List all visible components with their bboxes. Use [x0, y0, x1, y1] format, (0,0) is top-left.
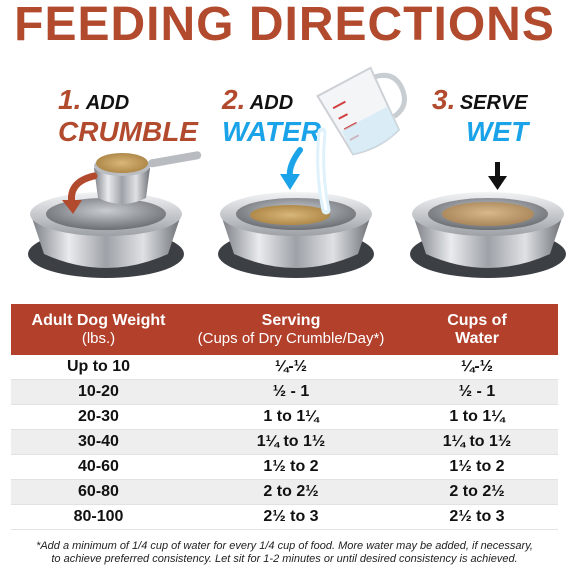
water-cell: 2 to 2½	[396, 479, 558, 506]
header-serving: Serving (Cups of Dry Crumble/Day*)	[186, 304, 396, 355]
header-dog-weight: Adult Dog Weight (lbs.)	[11, 304, 186, 355]
water-cell: ¼-½	[396, 355, 558, 381]
weight-cell: Up to 10	[11, 355, 186, 381]
serving-cell: ½ - 1	[186, 379, 396, 406]
header-cups-water: Cups of Water	[396, 304, 558, 355]
table-row: Up to 10 ¼-½ ¼-½	[11, 355, 558, 381]
header-line: Serving	[261, 311, 321, 329]
page-title: FEEDING DIRECTIONS	[14, 0, 555, 51]
step-1-label: 1. ADD CRUMBLE	[58, 86, 198, 146]
step-1-verb: ADD	[85, 92, 130, 114]
weight-cell: 20-30	[11, 404, 186, 431]
weight-cell: 80-100	[11, 504, 186, 531]
weight-cell: 10-20	[11, 379, 186, 406]
down-arrow-icon	[280, 147, 303, 190]
water-cell: ½ - 1	[396, 379, 558, 406]
table-row: 60-80 2 to 2½ 2 to 2½	[11, 479, 558, 506]
feeding-table: Adult Dog Weight (lbs.) Serving (Cups of…	[11, 304, 558, 531]
water-cell: 1½ to 2	[396, 454, 558, 481]
serving-cell: 2½ to 3	[186, 504, 396, 531]
serving-cell: 1 to 1¼	[186, 404, 396, 431]
footnote: *Add a minimum of 1/4 cup of water for e…	[8, 540, 561, 566]
step-1-noun: CRUMBLE	[58, 116, 198, 147]
steel-bowl-icon	[28, 192, 184, 278]
step-3-number: 3.	[432, 84, 456, 115]
serving-cell: 1½ to 2	[186, 454, 396, 481]
header-line: Water	[455, 329, 499, 347]
step-2-label: 2. ADD WATER	[222, 86, 321, 146]
step-2-noun: WATER	[222, 116, 322, 147]
step-3-label: 3. SERVE WET	[432, 86, 528, 146]
weight-cell: 30-40	[11, 429, 186, 456]
weight-cell: 40-60	[11, 454, 186, 481]
step-2-number: 2.	[222, 84, 246, 115]
measuring-scoop-icon	[94, 151, 202, 204]
step-3-verb: SERVE	[459, 92, 528, 114]
footnote-line-1: *Add a minimum of 1/4 cup of water for e…	[36, 540, 533, 552]
header-subline: (Cups of Dry Crumble/Day*)	[197, 329, 385, 347]
feeding-illustration	[28, 66, 566, 278]
water-cell: 1¼ to 1½	[396, 429, 558, 456]
water-cell: 2½ to 3	[396, 504, 558, 531]
step-2-verb: ADD	[249, 92, 294, 114]
water-cell: 1 to 1¼	[396, 404, 558, 431]
step-1-number: 1.	[58, 84, 82, 115]
table-row: 40-60 1½ to 2 1½ to 2	[11, 454, 558, 481]
measuring-cup-icon	[316, 66, 407, 215]
footnote-line-2: to achieve preferred consistency. Let si…	[51, 553, 518, 565]
table-row: 80-100 2½ to 3 2½ to 3	[11, 504, 558, 531]
table-row: 20-30 1 to 1¼ 1 to 1¼	[11, 404, 558, 431]
down-arrow-icon	[488, 162, 507, 190]
curved-arrow-icon	[62, 172, 98, 214]
serving-cell: ¼-½	[186, 355, 396, 381]
steel-bowl-icon	[410, 192, 566, 278]
step-3-noun: WET	[466, 116, 529, 147]
serving-cell: 1¼ to 1½	[186, 429, 396, 456]
table-row: 10-20 ½ - 1 ½ - 1	[11, 379, 558, 406]
steel-bowl-icon	[218, 192, 374, 278]
header-line: Cups of	[447, 311, 507, 329]
serving-cell: 2 to 2½	[186, 479, 396, 506]
table-row: 30-40 1¼ to 1½ 1¼ to 1½	[11, 429, 558, 456]
weight-cell: 60-80	[11, 479, 186, 506]
header-line: Adult Dog Weight	[31, 311, 166, 329]
header-subline: (lbs.)	[81, 329, 116, 347]
table-header-row: Adult Dog Weight (lbs.) Serving (Cups of…	[11, 304, 558, 355]
